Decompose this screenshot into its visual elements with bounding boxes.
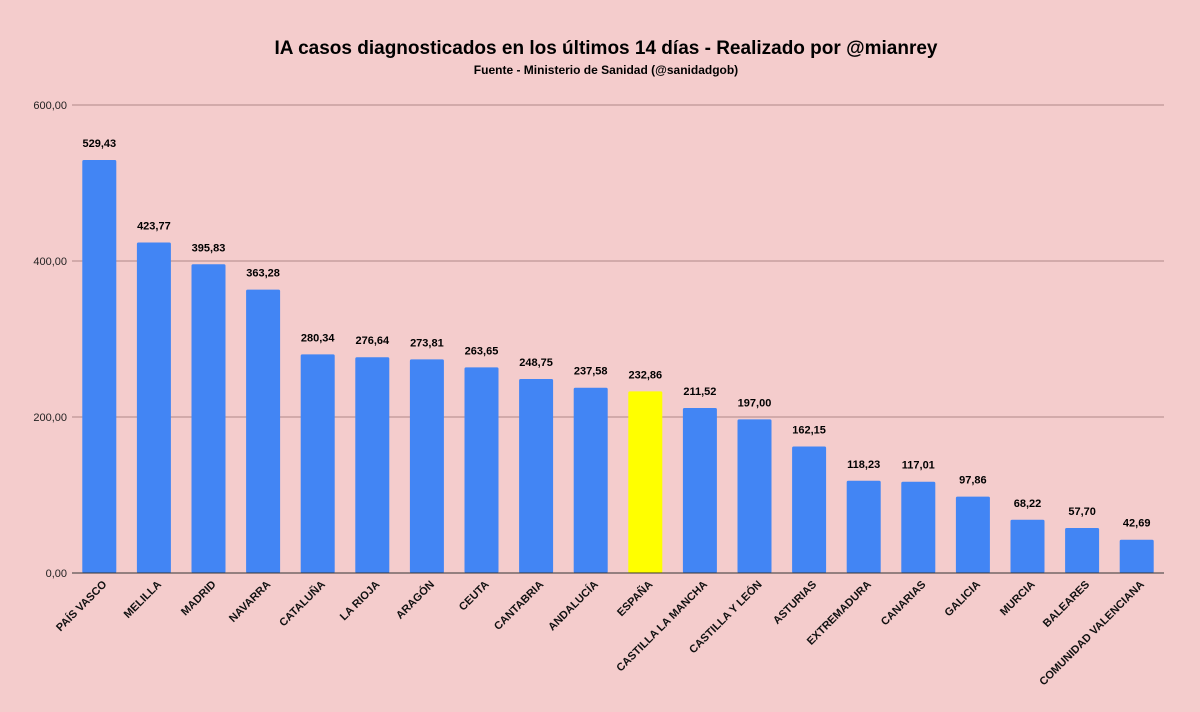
bar (82, 160, 117, 573)
bar (628, 391, 663, 573)
bar (136, 242, 171, 573)
x-tick-label: CASTILLA LA MANCHA (614, 579, 710, 675)
data-label: 276,64 (355, 335, 390, 347)
bar (409, 359, 444, 573)
bar (955, 496, 990, 573)
x-tick-label: MURCIA (998, 579, 1038, 619)
x-axis-ticks: PAÍS VASCO MELILLA MADRID NAVARRA CATALUÑA LA… (53, 578, 1146, 688)
bar (246, 289, 281, 573)
data-label: 97,86 (959, 475, 987, 487)
x-tick-label: MELILLA (122, 579, 164, 621)
x-tick-label: BALEARES (1041, 579, 1092, 630)
bar (1119, 539, 1154, 573)
x-tick-label: COMUNIDAD VALENCIANA (1037, 579, 1146, 688)
data-label: 395,83 (192, 242, 226, 254)
x-tick-label: CATALUÑA (277, 578, 328, 629)
data-label: 211,52 (683, 386, 716, 398)
x-tick-label: NAVARRA (227, 579, 273, 625)
bar (1010, 519, 1045, 573)
bar (191, 264, 226, 573)
y-axis-ticks: 0,00 200,00 400,00 600,00 (33, 100, 67, 580)
data-label: 232,86 (628, 369, 662, 381)
data-label: 197,00 (738, 397, 772, 409)
x-tick-label: LA RIOJA (338, 579, 383, 624)
bar (355, 357, 390, 573)
bar (464, 367, 499, 573)
bar (573, 387, 608, 573)
y-tick-label: 200,00 (33, 412, 67, 424)
data-labels: 529,43 423,77 395,83 363,28 280,34 276,64 273,… (82, 138, 1150, 530)
y-tick-label: 600,00 (33, 100, 67, 112)
bar (737, 419, 772, 573)
data-label: 263,65 (465, 345, 499, 357)
chart-subtitle: Fuente - Ministerio de Sanidad (@sanidad… (474, 63, 738, 77)
y-tick-label: 0,00 (46, 568, 67, 580)
data-label: 529,43 (82, 138, 116, 150)
data-label: 42,69 (1123, 518, 1151, 530)
x-tick-label: CANTABRIA (492, 579, 546, 633)
x-tick-label: ESPAÑA (614, 578, 655, 619)
bar (846, 480, 881, 573)
bar (1065, 527, 1100, 573)
data-label: 57,70 (1068, 506, 1096, 518)
x-tick-label: ANDALUCÍA (545, 578, 600, 633)
x-tick-label: CANARIAS (879, 579, 929, 629)
bars (82, 160, 1154, 573)
data-label: 363,28 (246, 268, 280, 280)
data-label: 273,81 (410, 337, 444, 349)
bar (519, 378, 554, 573)
bar (300, 354, 335, 573)
data-label: 280,34 (301, 332, 336, 344)
data-label: 117,01 (902, 460, 935, 472)
data-label: 118,23 (847, 459, 880, 471)
grid-lines (72, 104, 1164, 418)
data-label: 248,75 (519, 357, 553, 369)
data-label: 237,58 (574, 366, 608, 378)
x-tick-label: ASTURIAS (771, 579, 819, 627)
y-tick-label: 400,00 (33, 256, 67, 268)
x-tick-label: GALICIA (943, 579, 983, 619)
x-tick-label: MADRID (179, 579, 219, 619)
data-label: 68,22 (1014, 498, 1042, 510)
bar (792, 446, 827, 573)
x-tick-label: PAÍS VASCO (53, 578, 109, 634)
chart-title: IA casos diagnosticados en los últimos 1… (275, 38, 938, 59)
data-label: 423,77 (137, 220, 171, 232)
bar (901, 481, 936, 573)
bar (682, 408, 717, 573)
x-tick-label: ARAGÓN (393, 578, 437, 622)
x-tick-label: CEUTA (457, 579, 492, 614)
data-label: 162,15 (792, 425, 826, 437)
